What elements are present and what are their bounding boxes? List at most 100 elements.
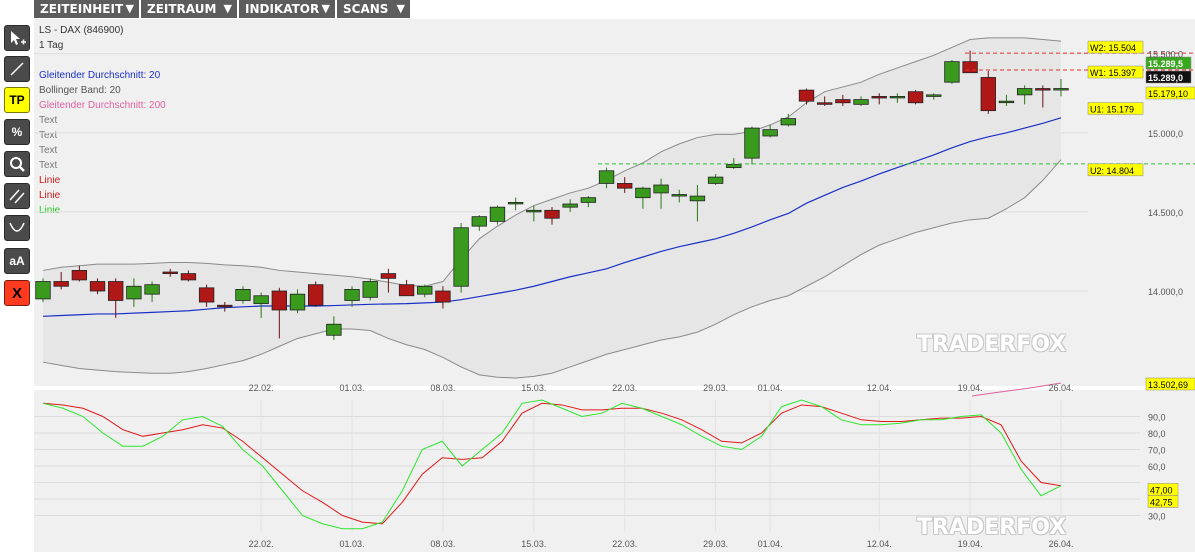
candle-body[interactable]: [380, 273, 397, 279]
candle-body[interactable]: [998, 100, 1015, 104]
candle-body[interactable]: [308, 284, 324, 306]
candle-body[interactable]: [671, 194, 687, 197]
menu-zeiteinheit[interactable]: ZEITEINHEIT ▼: [34, 0, 139, 18]
candle-body[interactable]: [562, 203, 578, 208]
tp-tool[interactable]: TP: [4, 87, 30, 113]
candle-body[interactable]: [762, 129, 778, 137]
candle-body[interactable]: [35, 281, 51, 300]
candle-body[interactable]: [180, 273, 197, 281]
candle-body[interactable]: [417, 285, 433, 295]
candle-body[interactable]: [835, 99, 851, 104]
watermark-logo: TRADERFOX: [917, 515, 1067, 540]
legend-sma[interactable]: Gleitender Durchschnitt: 20: [39, 70, 161, 81]
candle-body[interactable]: [507, 202, 524, 205]
candle-body[interactable]: [162, 271, 178, 275]
candle-body[interactable]: [71, 270, 88, 281]
legend-object[interactable]: Text: [39, 145, 58, 156]
candle-body[interactable]: [798, 89, 815, 102]
candle-body[interactable]: [471, 216, 487, 227]
candle-body[interactable]: [1016, 88, 1033, 96]
candle-body[interactable]: [435, 290, 451, 303]
cursor-tool[interactable]: [4, 25, 30, 51]
x-axis-label: 01.04.: [758, 383, 783, 393]
candle-body[interactable]: [907, 91, 924, 104]
x-axis-label: 22.03.: [612, 383, 637, 393]
menu-scans[interactable]: SCANS ▼: [337, 0, 410, 18]
x-axis-label: 26.04.: [1048, 383, 1073, 393]
candle-body[interactable]: [871, 96, 887, 99]
candle-body[interactable]: [253, 295, 269, 305]
candle-body[interactable]: [853, 99, 869, 105]
price-tick-label: 14.500,0: [1148, 208, 1183, 218]
candle-body[interactable]: [326, 323, 342, 336]
x-axis-label: 08.03.: [430, 383, 455, 393]
candle-body[interactable]: [962, 61, 978, 74]
legend-sma200[interactable]: Gleitender Durchschnitt: 200: [39, 100, 166, 111]
candle-body[interactable]: [344, 289, 360, 301]
x-axis-label: 26.04.: [1048, 539, 1073, 549]
candle-body[interactable]: [1053, 88, 1069, 91]
candle-body[interactable]: [707, 176, 724, 184]
sma200-value-label-bg: [1145, 377, 1195, 391]
candle-body[interactable]: [289, 293, 306, 311]
candle-body[interactable]: [544, 209, 560, 219]
menu-zeitraum[interactable]: ZEITRAUM ▼: [141, 0, 237, 18]
menu-indikator[interactable]: INDIKATOR ▼: [239, 0, 335, 18]
candle-body[interactable]: [453, 227, 469, 287]
candle-body[interactable]: [780, 118, 796, 126]
text-tool[interactable]: aA: [4, 248, 30, 274]
candle-body[interactable]: [108, 281, 124, 301]
candle-body[interactable]: [271, 290, 287, 311]
x-axis-label: 12.04.: [867, 539, 892, 549]
candle-body[interactable]: [398, 284, 415, 297]
arc-tool[interactable]: [4, 215, 30, 241]
candle-body[interactable]: [889, 96, 906, 99]
legend-object[interactable]: Text: [39, 160, 58, 171]
percent-tool[interactable]: %: [4, 119, 30, 145]
channel-tool[interactable]: [4, 183, 30, 209]
candle-body[interactable]: [198, 287, 215, 303]
u1-level-label: U1: 15.179: [1090, 105, 1134, 115]
candle-body[interactable]: [526, 209, 542, 213]
candle-body[interactable]: [726, 164, 742, 169]
legend-object[interactable]: Linie: [39, 190, 61, 201]
candle-body[interactable]: [617, 183, 633, 189]
bollinger-lower-line: [42, 159, 1062, 379]
sma20-line: [42, 117, 1062, 317]
candle-body[interactable]: [217, 304, 233, 308]
candle-body[interactable]: [635, 187, 651, 199]
candle-body[interactable]: [817, 102, 833, 105]
candle-body[interactable]: [126, 285, 142, 300]
candle-body[interactable]: [1035, 88, 1051, 91]
legend-bollinger[interactable]: Bollinger Band: 20: [39, 85, 121, 96]
x-axis-label: 22.02.: [249, 383, 274, 393]
text-size-icon: aA: [9, 254, 25, 268]
candle-body[interactable]: [689, 195, 706, 202]
legend-object[interactable]: Linie: [39, 205, 61, 216]
candle-body[interactable]: [744, 127, 760, 159]
watermark-logo: TRADERFOX: [917, 332, 1067, 357]
legend-object[interactable]: Text: [39, 130, 58, 141]
osc-tick-label: 30,0: [1148, 512, 1166, 522]
candle-body[interactable]: [926, 94, 942, 97]
line-tool[interactable]: [4, 56, 30, 82]
candle-body[interactable]: [489, 206, 506, 222]
candle-body[interactable]: [653, 184, 669, 194]
candle-body[interactable]: [580, 197, 597, 203]
delete-tool[interactable]: X: [4, 280, 30, 306]
candle-body[interactable]: [235, 289, 251, 301]
candle-body[interactable]: [144, 284, 160, 295]
candle-body[interactable]: [598, 170, 615, 184]
stochastic-k-value: 47,00: [1150, 485, 1173, 495]
x-axis-label: 01.03.: [340, 383, 365, 393]
candle-body[interactable]: [980, 77, 996, 112]
candle-body[interactable]: [944, 61, 960, 83]
x-axis-label: 29.03.: [703, 539, 728, 549]
zoom-tool[interactable]: [4, 151, 30, 177]
candle-body[interactable]: [89, 281, 106, 292]
candle-body[interactable]: [362, 281, 378, 298]
legend-object[interactable]: Text: [39, 115, 58, 126]
candle-body[interactable]: [53, 281, 69, 287]
legend-object[interactable]: Linie: [39, 175, 61, 186]
